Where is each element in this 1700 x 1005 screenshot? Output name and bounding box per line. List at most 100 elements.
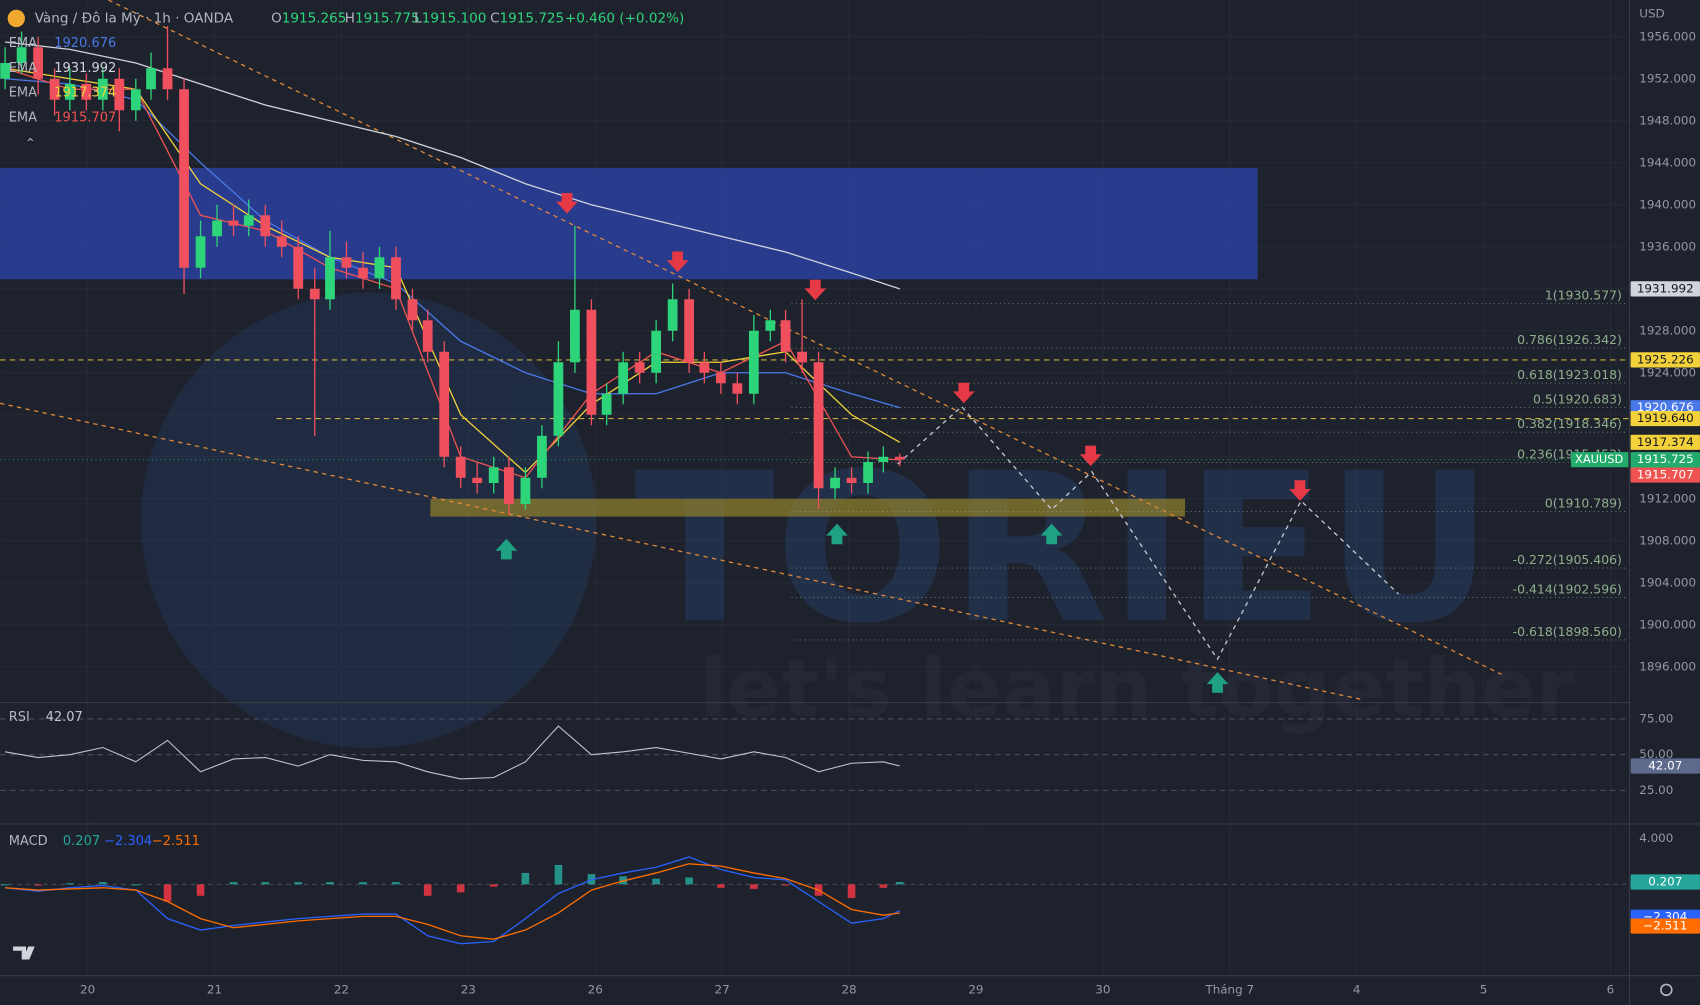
x-tick-label: 23 bbox=[461, 982, 476, 996]
zone bbox=[430, 498, 1185, 517]
candle-body bbox=[878, 456, 889, 463]
candle-body bbox=[228, 220, 239, 226]
candle-body bbox=[358, 267, 368, 279]
macd-histogram-bar bbox=[229, 882, 238, 885]
macd-histogram-bar bbox=[717, 884, 725, 888]
macd-histogram-bar bbox=[294, 882, 303, 885]
price-tag bbox=[1630, 410, 1700, 427]
candle-body bbox=[325, 257, 335, 300]
macd-line bbox=[5, 856, 901, 945]
candle-body bbox=[341, 257, 352, 268]
x-tick-label: 22 bbox=[334, 982, 349, 996]
legend-name: EMA bbox=[9, 111, 37, 126]
x-tick-label: Tháng 7 bbox=[1204, 982, 1254, 996]
y-tick-label: 1908.000 bbox=[1639, 533, 1696, 547]
candle-body bbox=[260, 215, 271, 237]
ema-line bbox=[5, 41, 900, 290]
macd-histogram-bar bbox=[781, 884, 790, 886]
price-tag bbox=[1630, 434, 1700, 450]
x-tick-label: 28 bbox=[841, 982, 856, 996]
macd-histogram-bar bbox=[554, 864, 563, 885]
y-tick-label: 25.00 bbox=[1639, 783, 1673, 797]
ohlc-item: L1915.100 bbox=[414, 10, 486, 26]
ohlc-item: O1915.265 bbox=[271, 10, 346, 26]
symbol-title[interactable]: Vàng / Đô la Mỹ · 1h · OANDA bbox=[35, 10, 234, 26]
signal-line-value: −2.511 bbox=[152, 834, 200, 849]
candle-body bbox=[243, 215, 254, 226]
candle-body bbox=[634, 362, 645, 373]
y-tick-label: 1904.000 bbox=[1639, 575, 1696, 589]
ohlc-key: C bbox=[490, 10, 499, 26]
fib-label: 0.618(1923.018) bbox=[1517, 367, 1622, 382]
tv-logo[interactable] bbox=[13, 946, 35, 960]
rsi-title: RSI bbox=[9, 710, 30, 725]
y-tick-label: 1924.000 bbox=[1639, 365, 1696, 379]
x-tick-label: 29 bbox=[968, 982, 983, 996]
candle-body bbox=[0, 63, 10, 79]
macd-line-value: −2.304 bbox=[104, 834, 152, 849]
candle-body bbox=[601, 393, 612, 415]
watermark: TORIEU let's learn together bbox=[140, 292, 1576, 749]
fib-label: 0(1910.789) bbox=[1545, 495, 1622, 510]
candle-body bbox=[846, 477, 857, 484]
legend-name: EMA bbox=[9, 36, 37, 51]
candle-body bbox=[553, 362, 564, 436]
price-tag bbox=[1630, 467, 1700, 483]
currency[interactable]: USD bbox=[1639, 7, 1664, 21]
macd-title: MACD bbox=[9, 834, 48, 849]
trend-line bbox=[108, 0, 1502, 675]
collapse-button[interactable]: ⌃ bbox=[25, 137, 36, 152]
fib-label: -0.618(1898.560) bbox=[1513, 624, 1622, 639]
macd-histogram-bar bbox=[423, 884, 432, 896]
candle-body bbox=[293, 246, 304, 289]
macd-histogram-bar bbox=[196, 884, 205, 896]
header: Vàng / Đô la Mỹ · 1h · OANDA ⌃ O1915.265… bbox=[7, 9, 1673, 997]
ohlc-value: 1915.100 bbox=[422, 10, 487, 26]
legend-name: EMA bbox=[9, 86, 37, 101]
candle-body bbox=[64, 84, 75, 100]
candle-body bbox=[16, 47, 27, 64]
macd-histogram-bar bbox=[521, 872, 530, 885]
price-tag-label: 1920.676 bbox=[1637, 400, 1694, 414]
rsi-value: 42.07 bbox=[46, 710, 83, 725]
candle-body bbox=[114, 78, 125, 111]
symbol-tag-label: XAUUSD bbox=[1575, 452, 1623, 466]
settings-button[interactable] bbox=[1660, 983, 1673, 997]
fib-label: 0.5(1920.683) bbox=[1533, 392, 1622, 407]
candle-body bbox=[894, 456, 905, 460]
candle-body bbox=[813, 362, 824, 489]
candle-body bbox=[780, 320, 791, 352]
price-tag-label: 1925.226 bbox=[1637, 352, 1694, 366]
y-tick-label: 4.000 bbox=[1639, 831, 1673, 845]
fib-label: -0.272(1905.406) bbox=[1513, 552, 1622, 567]
ohlc-key: L bbox=[414, 10, 422, 26]
signal-line bbox=[5, 863, 900, 940]
macd-histogram-bar bbox=[261, 882, 270, 885]
macd-histogram-bar bbox=[879, 884, 888, 888]
candle-body bbox=[472, 477, 483, 484]
candle-body bbox=[422, 320, 433, 352]
x-tick-label: 21 bbox=[207, 982, 222, 996]
candle-body bbox=[748, 330, 759, 394]
macd-histogram-bar bbox=[652, 878, 660, 885]
price-tag-label: 42.07 bbox=[1648, 758, 1682, 772]
ohlc-value: 1915.725 bbox=[500, 10, 565, 26]
candle-body bbox=[49, 78, 60, 100]
drawings bbox=[0, 0, 1502, 700]
ohlc-item: H1915.775 bbox=[345, 10, 420, 26]
x-tick-label: 5 bbox=[1480, 982, 1488, 996]
fib-label: 0.382(1918.346) bbox=[1517, 416, 1622, 431]
y-tick-label: 1944.000 bbox=[1639, 155, 1696, 169]
sell-arrow bbox=[666, 251, 689, 273]
candle-body bbox=[537, 435, 547, 478]
macd-histogram-bar bbox=[132, 884, 140, 886]
macd-histogram-bar bbox=[895, 881, 904, 885]
macd-histogram-bar bbox=[685, 877, 693, 885]
candle-body bbox=[407, 299, 418, 321]
price-tag bbox=[1630, 281, 1700, 297]
candle-body bbox=[863, 462, 873, 484]
macd-histogram-bar bbox=[392, 882, 400, 885]
price-tag-label: 1915.707 bbox=[1637, 468, 1694, 482]
